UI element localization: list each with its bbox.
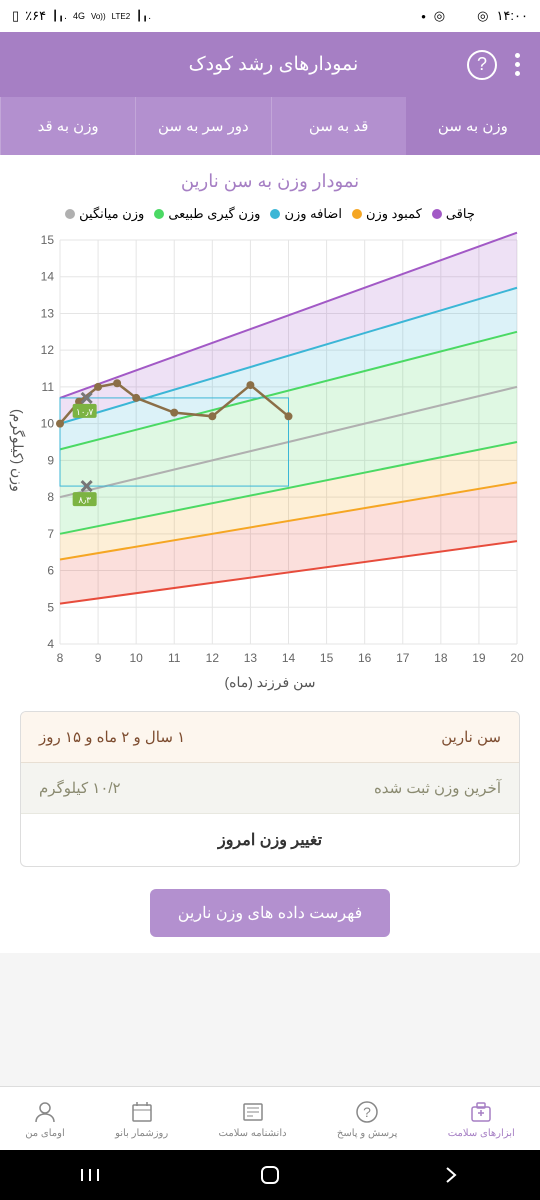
x-axis-label: سن فرزند (ماه) <box>8 674 532 691</box>
svg-text:10: 10 <box>41 417 55 431</box>
svg-text:19: 19 <box>472 651 486 665</box>
legend: چاقی کمبود وزن اضافه وزن وزن گیری طبیعی وزن … <box>8 206 532 222</box>
svg-text:13: 13 <box>41 306 55 320</box>
news-icon <box>239 1098 267 1126</box>
battery-icon: ▯ <box>12 8 19 24</box>
svg-text:17: 17 <box>396 651 410 665</box>
legend-item: کمبود وزن <box>352 206 422 222</box>
age-row: سن نارین ۱ سال و ۲ ماه و ۱۵ روز <box>21 712 519 763</box>
dot-icon: • <box>421 9 426 24</box>
instagram-icon: ◎ <box>434 8 445 24</box>
status-bar: ▯ ٪۶۴ ┃╻. 4G Vo)) LTE2 ┃╻. • ◎ ◎ ۱۴:۰۰ <box>0 0 540 32</box>
svg-text:14: 14 <box>282 651 296 665</box>
svg-text:15: 15 <box>320 651 334 665</box>
tab[interactable]: وزن به قد <box>0 97 135 155</box>
svg-text:12: 12 <box>41 343 55 357</box>
nav-item-question[interactable]: ?پرسش و پاسخ <box>337 1098 397 1139</box>
vol-text: Vo)) <box>91 12 106 21</box>
svg-text:11: 11 <box>168 651 181 665</box>
weight-list-button[interactable]: فهرست داده های وزن نارین <box>150 889 391 937</box>
svg-text:14: 14 <box>41 270 55 284</box>
app-header: ? نمودارهای رشد کودک <box>0 32 540 97</box>
question-icon: ? <box>353 1098 381 1126</box>
svg-text:۱۰٫۷: ۱۰٫۷ <box>76 407 94 417</box>
page-title: نمودارهای رشد کودک <box>80 53 467 76</box>
nav-item-profile[interactable]: اومای من <box>25 1098 65 1139</box>
time-text: ۱۴:۰۰ <box>496 8 528 24</box>
calendar-icon <box>128 1098 156 1126</box>
age-value: ۱ سال و ۲ ماه و ۱۵ روز <box>39 728 185 746</box>
weight-label: آخرین وزن ثبت شده <box>374 779 501 797</box>
svg-text:5: 5 <box>47 600 54 614</box>
svg-text:18: 18 <box>434 651 448 665</box>
info-card: سن نارین ۱ سال و ۲ ماه و ۱۵ روز آخرین وز… <box>20 711 520 867</box>
weight-value: ۱۰/۲ کیلوگرم <box>39 779 121 797</box>
lte-text: LTE2 <box>112 12 131 21</box>
medkit-icon <box>467 1098 495 1126</box>
chart-title: نمودار وزن به سن نارین <box>8 171 532 192</box>
svg-text:4: 4 <box>47 637 54 651</box>
age-label: سن نارین <box>441 728 501 746</box>
help-icon[interactable]: ? <box>467 50 497 80</box>
back-icon[interactable] <box>438 1163 462 1187</box>
change-weight-button[interactable]: تغییر وزن امروز <box>21 814 519 866</box>
legend-item: وزن میانگین <box>65 206 144 222</box>
nav-item-medkit[interactable]: ابزارهای سلامت <box>448 1098 515 1139</box>
menu-icon[interactable] <box>515 53 520 76</box>
nav-item-calendar[interactable]: روزشمار بانو <box>115 1098 168 1139</box>
svg-text:8: 8 <box>57 651 64 665</box>
tabs: وزن به سنقد به سندور سر به سنوزن به قد <box>0 97 540 155</box>
instagram2-icon: ◎ <box>477 8 488 24</box>
svg-text:۸٫۳: ۸٫۳ <box>78 495 91 505</box>
svg-text:9: 9 <box>95 651 102 665</box>
net-text: 4G <box>73 11 85 21</box>
tab[interactable]: دور سر به سن <box>135 97 270 155</box>
profile-icon <box>31 1098 59 1126</box>
svg-text:15: 15 <box>41 233 55 247</box>
legend-item: اضافه وزن <box>270 206 342 222</box>
nav-item-news[interactable]: دانشنامه سلامت <box>219 1098 287 1139</box>
svg-text:20: 20 <box>510 651 524 665</box>
y-axis-label: وزن (کیلوگرم) <box>8 230 28 670</box>
bottom-nav: ابزارهای سلامت ?پرسش و پاسخ دانشنامه سلامت… <box>0 1086 540 1150</box>
svg-text:11: 11 <box>42 380 55 394</box>
legend-item: وزن گیری طبیعی <box>154 206 260 222</box>
svg-text:6: 6 <box>47 564 54 578</box>
weight-row: آخرین وزن ثبت شده ۱۰/۲ کیلوگرم <box>21 763 519 814</box>
svg-text:7: 7 <box>47 527 54 541</box>
svg-text:13: 13 <box>244 651 258 665</box>
home-icon[interactable] <box>258 1163 282 1187</box>
battery-text: ٪۶۴ <box>25 8 46 24</box>
signal-icon: ┃╻. <box>52 11 67 22</box>
tab[interactable]: قد به سن <box>271 97 406 155</box>
recent-icon[interactable] <box>78 1163 102 1187</box>
tab[interactable]: وزن به سن <box>406 97 540 155</box>
svg-text:9: 9 <box>47 453 54 467</box>
signal2-icon: ┃╻. <box>136 11 151 22</box>
legend-item: چاقی <box>432 206 475 222</box>
svg-text:10: 10 <box>129 651 143 665</box>
svg-text:12: 12 <box>206 651 220 665</box>
app-icon <box>453 8 469 24</box>
growth-chart: 4 5 6 7 8 9 10 11 12 13 14 15 8 9 10 11 12 13 14 15 16 17 18 19… <box>28 230 532 670</box>
svg-text:16: 16 <box>358 651 372 665</box>
svg-text:?: ? <box>363 1104 371 1120</box>
system-nav <box>0 1150 540 1200</box>
svg-text:8: 8 <box>47 490 54 504</box>
